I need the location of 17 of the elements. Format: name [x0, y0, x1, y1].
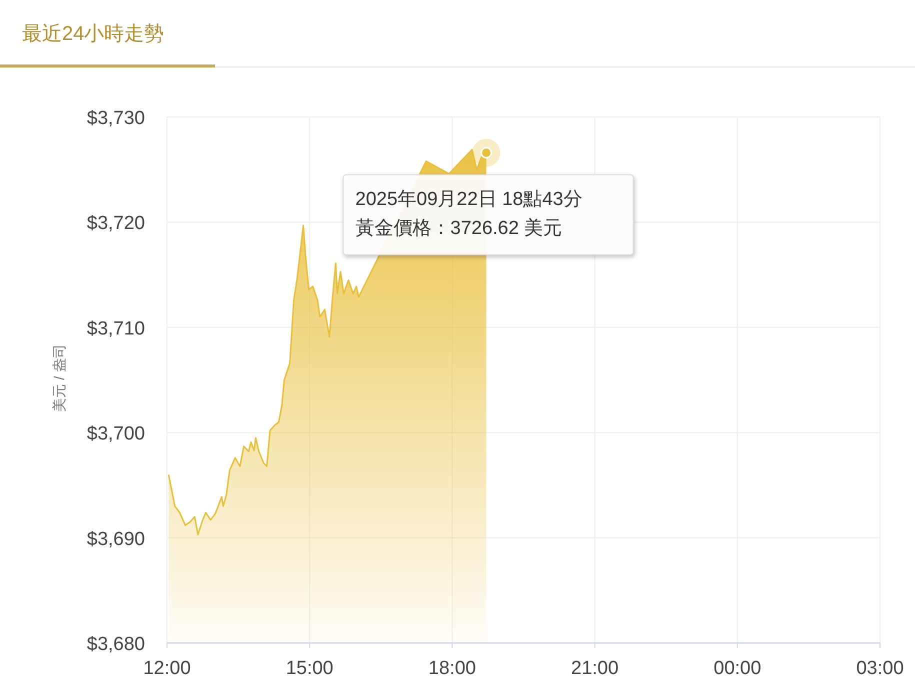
y-tick-label: $3,710 — [86, 318, 145, 340]
annotation: 黃金價格：3726.62 美元 — [355, 216, 562, 239]
y-tick-label: $3,700 — [86, 424, 145, 445]
y-tick-label: $3,690 — [86, 528, 145, 550]
x-tick-label: 18:00 — [428, 658, 476, 679]
title: 最近24小時走勢 — [22, 23, 164, 45]
x-tick-label: 21:00 — [571, 658, 619, 679]
y-axis-title: 美元 / 盎司 — [51, 344, 67, 412]
x-tick-label: 03:00 — [856, 658, 904, 679]
y-tick-label: $3,730 — [86, 108, 145, 129]
x-tick-label: 12:00 — [143, 658, 191, 679]
y-tick-label: $3,680 — [86, 634, 145, 655]
annotation: 2025年09月22日 18點43分 — [355, 188, 582, 210]
x-tick-label: 15:00 — [286, 658, 334, 679]
x-tick-label: 00:00 — [714, 658, 762, 679]
y-tick-label: $3,720 — [86, 213, 145, 234]
tooltip: 2025年09月22日 18點43分 黃金價格：3726.62 美元 — [342, 138, 634, 256]
